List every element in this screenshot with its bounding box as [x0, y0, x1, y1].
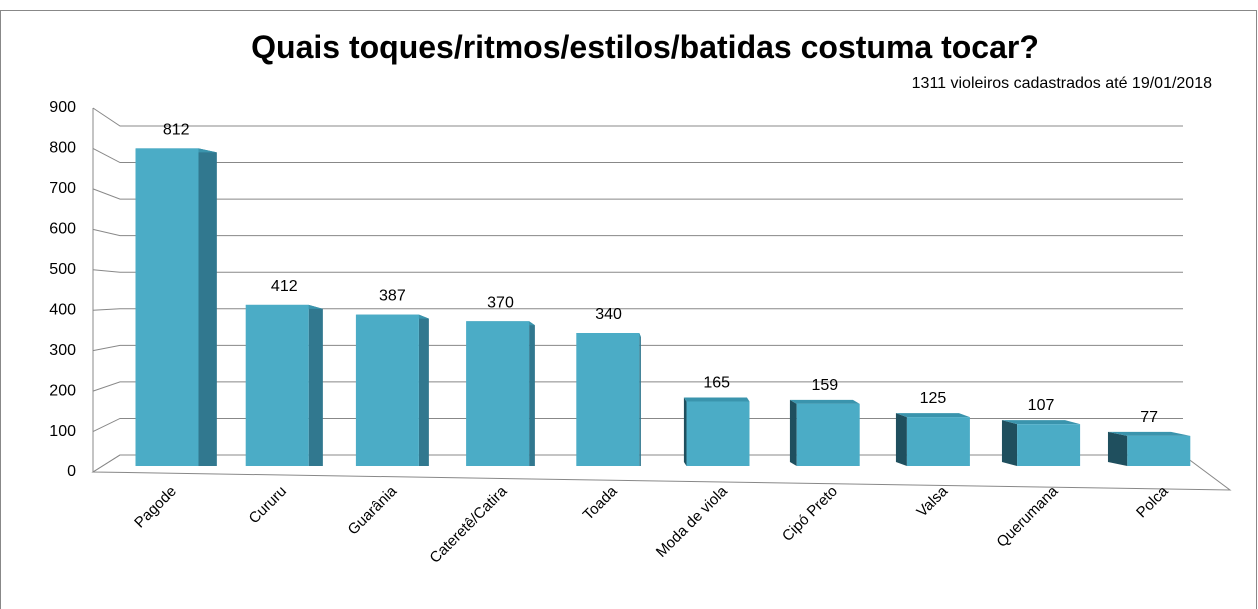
- bar: [789, 399, 860, 466]
- y-tick-label: 500: [49, 261, 76, 278]
- value-label: 107: [1028, 397, 1055, 414]
- bar-side: [683, 397, 687, 466]
- bar-front: [355, 314, 419, 466]
- bar-top: [1001, 420, 1081, 425]
- bar-front: [1017, 424, 1081, 466]
- x-tick-label: Cururu: [246, 483, 290, 527]
- value-label: 125: [920, 390, 947, 407]
- grid-line: [92, 188, 1183, 200]
- bar-front: [135, 148, 199, 466]
- grid-line: [92, 228, 1183, 237]
- bar-side: [789, 399, 797, 466]
- y-tick-label: 100: [49, 423, 76, 440]
- grid-line: [92, 308, 1183, 311]
- y-tick-label: 400: [49, 301, 76, 318]
- x-tick-label: Cipó Preto: [779, 483, 841, 545]
- bar: [1001, 420, 1081, 466]
- chart-subtitle: 1311 violeiros cadastrados até 19/01/201…: [912, 75, 1212, 92]
- value-label: 165: [703, 374, 730, 391]
- bar-top: [895, 413, 970, 418]
- bar: [466, 321, 535, 466]
- bar-side: [1107, 431, 1128, 466]
- value-label: 159: [811, 377, 838, 394]
- y-tick-label: 800: [49, 140, 76, 157]
- bar: [576, 333, 641, 466]
- bar-front: [1127, 435, 1191, 466]
- x-tick-label: Pagode: [131, 483, 180, 532]
- grid-line: [92, 269, 1183, 273]
- bar-side: [308, 304, 323, 466]
- y-tick-label: 300: [49, 342, 76, 359]
- bar-side: [529, 321, 535, 466]
- value-label: 387: [379, 288, 406, 305]
- x-tick-label: Valsa: [913, 482, 951, 520]
- value-label: 370: [487, 294, 514, 311]
- bar: [1107, 431, 1191, 466]
- y-tick-label: 200: [49, 382, 76, 399]
- grid-line: [92, 148, 1183, 164]
- x-tick-label: Moda de viola: [653, 482, 732, 561]
- bar-top: [683, 397, 750, 402]
- bar: [895, 413, 970, 466]
- value-label: 812: [163, 121, 190, 138]
- x-tick-label: Querumana: [993, 482, 1061, 550]
- bar-side: [198, 148, 217, 466]
- bar-front: [576, 333, 640, 466]
- bar: [245, 304, 323, 466]
- bar-top: [1107, 431, 1191, 436]
- x-tick-label: Guarânia: [345, 482, 401, 538]
- y-tick-label: 700: [49, 180, 76, 197]
- chart-title: Quais toques/ritmos/estilos/batidas cost…: [251, 29, 1039, 65]
- bar: [683, 397, 750, 466]
- bar-front: [906, 417, 970, 466]
- bar-side: [1001, 420, 1018, 466]
- grid-line: [92, 107, 1183, 127]
- chart-border: [0, 10, 1257, 609]
- bar-side: [418, 314, 429, 466]
- bar-top: [789, 399, 860, 404]
- bar: [355, 314, 429, 466]
- y-tick-label: 900: [49, 99, 76, 116]
- bar-front: [796, 403, 860, 466]
- value-label: 412: [271, 278, 298, 295]
- value-label: 340: [595, 306, 622, 323]
- bar-side: [639, 333, 641, 466]
- bar: [135, 148, 217, 466]
- value-label: 77: [1140, 409, 1158, 426]
- grid-line: [92, 381, 1183, 392]
- x-tick-label: Toada: [580, 482, 621, 523]
- y-tick-label: 600: [49, 221, 76, 238]
- y-tick-label: 0: [67, 463, 76, 480]
- x-tick-label: Cateretê/Catira: [426, 482, 510, 566]
- bar-front: [466, 321, 530, 466]
- bar-front: [686, 401, 750, 466]
- bar-side: [895, 413, 907, 466]
- bar-front: [245, 304, 309, 466]
- grid-line: [92, 344, 1183, 352]
